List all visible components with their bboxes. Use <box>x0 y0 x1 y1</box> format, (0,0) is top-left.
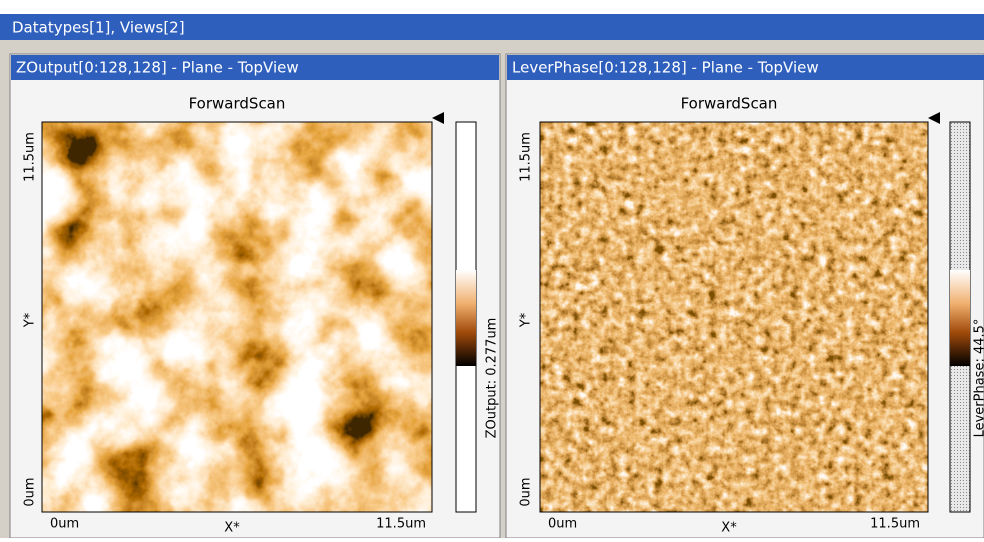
x-axis-label: X* <box>721 521 737 536</box>
colorbar-label: ZOutput: 0.277um <box>485 318 500 439</box>
y-top-label: 11.5um <box>519 132 534 182</box>
x-left-label: 0um <box>50 517 79 532</box>
colorbar <box>950 270 970 366</box>
view-title: ZOutput[0:128,128] - Plane - TopView <box>16 59 299 77</box>
page: {"window": {"title": "Datatypes[1], View… <box>0 0 984 538</box>
colorbar <box>456 270 476 366</box>
x-axis-label: X* <box>224 521 240 536</box>
window-title: Datatypes[1], Views[2] <box>12 19 185 37</box>
scan-label: ForwardScan <box>189 95 286 113</box>
phase-image <box>540 122 928 512</box>
x-left-label: 0um <box>548 517 577 532</box>
y-axis-label: Y* <box>519 312 534 328</box>
view-right: LeverPhase[0:128,128] - Plane - TopView … <box>506 54 984 538</box>
x-right-label: 11.5um <box>870 517 920 532</box>
y-axis-label: Y* <box>23 312 38 328</box>
y-bottom-label: 0um <box>23 477 38 506</box>
y-top-label: 11.5um <box>23 132 38 182</box>
scan-label: ForwardScan <box>681 95 778 113</box>
view-left: ZOutput[0:128,128] - Plane - TopView For… <box>10 54 500 538</box>
topography-image <box>42 122 432 512</box>
screen: Datatypes[1], Views[2] ZOutput[0:128,128… <box>0 0 984 538</box>
y-bottom-label: 0um <box>519 477 534 506</box>
colorbar-label: LeverPhase: 44.5° <box>973 319 984 438</box>
x-right-label: 11.5um <box>376 517 426 532</box>
view-title: LeverPhase[0:128,128] - Plane - TopView <box>512 59 819 77</box>
